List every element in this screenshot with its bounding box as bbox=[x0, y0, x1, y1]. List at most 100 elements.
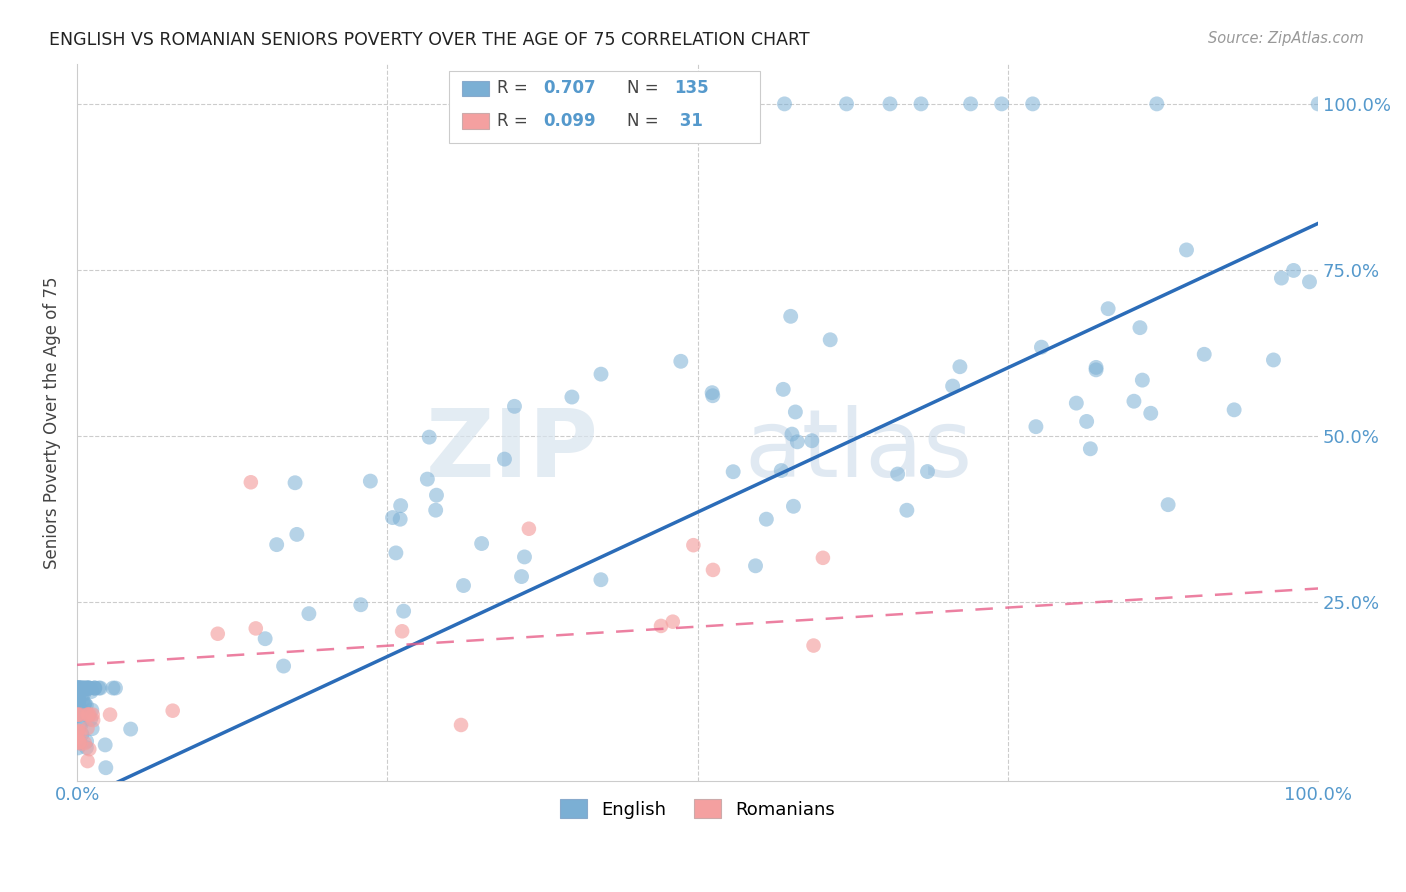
Point bbox=[669, 354, 692, 368]
Point bbox=[67, 681, 90, 695]
Point bbox=[77, 742, 100, 756]
Point bbox=[425, 503, 447, 517]
Point bbox=[1308, 96, 1330, 111]
Point bbox=[73, 698, 96, 712]
Point bbox=[755, 512, 778, 526]
Point bbox=[67, 687, 90, 701]
Point bbox=[75, 698, 97, 713]
Point bbox=[70, 703, 93, 717]
Point bbox=[1066, 396, 1088, 410]
Point bbox=[77, 681, 100, 695]
Point bbox=[66, 681, 89, 695]
Point bbox=[700, 385, 723, 400]
Text: 0.707: 0.707 bbox=[544, 79, 596, 97]
Point bbox=[785, 405, 807, 419]
Point bbox=[77, 707, 100, 722]
Point bbox=[82, 722, 104, 736]
Point bbox=[1270, 271, 1292, 285]
Point bbox=[83, 681, 105, 695]
Point bbox=[80, 684, 103, 698]
Y-axis label: Seniors Poverty Over the Age of 75: Seniors Poverty Over the Age of 75 bbox=[44, 277, 60, 569]
Point bbox=[66, 686, 89, 700]
Point bbox=[1076, 414, 1098, 428]
Point bbox=[990, 96, 1012, 111]
Point bbox=[949, 359, 972, 374]
Text: ENGLISH VS ROMANIAN SENIORS POVERTY OVER THE AGE OF 75 CORRELATION CHART: ENGLISH VS ROMANIAN SENIORS POVERTY OVER… bbox=[49, 31, 810, 49]
Point bbox=[879, 96, 901, 111]
Point bbox=[66, 681, 89, 695]
Point bbox=[66, 681, 89, 695]
Point bbox=[69, 707, 91, 722]
Point bbox=[1223, 402, 1246, 417]
Point bbox=[73, 681, 96, 695]
Point bbox=[589, 573, 612, 587]
Point bbox=[69, 681, 91, 695]
Point bbox=[82, 707, 104, 722]
Point bbox=[75, 681, 97, 695]
Point bbox=[239, 475, 262, 490]
Point bbox=[120, 722, 142, 736]
Point bbox=[1085, 363, 1108, 377]
Point bbox=[67, 693, 90, 707]
Point bbox=[69, 682, 91, 697]
Point bbox=[391, 624, 413, 639]
Text: 0.099: 0.099 bbox=[544, 112, 596, 129]
Point bbox=[66, 707, 89, 722]
Text: R =: R = bbox=[496, 112, 533, 129]
Point bbox=[66, 681, 89, 696]
Point bbox=[416, 472, 439, 486]
Point bbox=[207, 626, 229, 640]
Point bbox=[66, 740, 89, 755]
Point bbox=[67, 681, 90, 695]
Point bbox=[298, 607, 321, 621]
Point bbox=[67, 723, 90, 738]
Text: N =: N = bbox=[627, 112, 664, 129]
Point bbox=[589, 367, 612, 381]
Point bbox=[67, 696, 90, 710]
Point bbox=[800, 434, 823, 448]
Point bbox=[75, 740, 97, 755]
Point bbox=[69, 737, 91, 751]
Point bbox=[1130, 373, 1153, 387]
Point bbox=[1129, 320, 1152, 334]
Point bbox=[101, 681, 124, 695]
Point bbox=[245, 621, 267, 635]
Point bbox=[811, 550, 834, 565]
Point bbox=[66, 681, 89, 696]
Point bbox=[67, 735, 90, 749]
Point bbox=[389, 499, 412, 513]
Point bbox=[359, 474, 381, 488]
Point bbox=[494, 452, 516, 467]
Point bbox=[254, 632, 277, 646]
Point bbox=[1021, 96, 1043, 111]
Point bbox=[1298, 275, 1320, 289]
Point bbox=[67, 735, 90, 749]
Text: 135: 135 bbox=[673, 79, 709, 97]
Point bbox=[76, 734, 98, 748]
Point bbox=[69, 736, 91, 750]
Point bbox=[818, 333, 841, 347]
Point bbox=[835, 96, 858, 111]
Point bbox=[702, 563, 724, 577]
Point bbox=[67, 691, 90, 706]
Point bbox=[385, 546, 408, 560]
Text: atlas: atlas bbox=[745, 405, 973, 497]
FancyBboxPatch shape bbox=[461, 80, 489, 96]
Point bbox=[72, 681, 94, 695]
Point bbox=[770, 464, 793, 478]
Point bbox=[782, 500, 804, 514]
Text: ZIP: ZIP bbox=[426, 405, 599, 497]
Point bbox=[284, 475, 307, 490]
Point bbox=[650, 619, 672, 633]
Point bbox=[786, 434, 808, 449]
Point bbox=[67, 681, 90, 695]
Point bbox=[69, 724, 91, 739]
Point bbox=[66, 681, 89, 695]
Point bbox=[662, 615, 685, 629]
Point bbox=[513, 549, 536, 564]
Point bbox=[98, 707, 121, 722]
Point bbox=[896, 503, 918, 517]
Point bbox=[73, 736, 96, 750]
Point bbox=[721, 465, 744, 479]
Point bbox=[94, 761, 117, 775]
